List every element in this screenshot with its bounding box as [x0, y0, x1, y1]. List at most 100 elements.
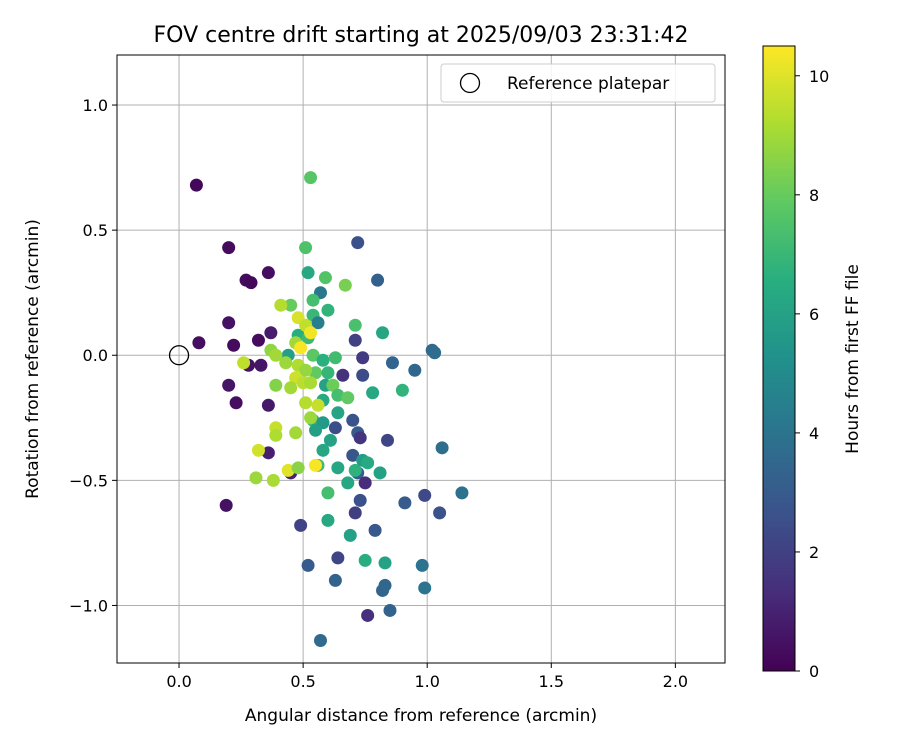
x-tick-label: 0.0	[166, 672, 191, 691]
scatter-point	[261, 266, 275, 280]
scatter-point	[366, 386, 380, 400]
scatter-point	[279, 356, 293, 370]
scatter-point	[346, 448, 360, 462]
scatter-point	[222, 316, 236, 330]
scatter-point	[304, 411, 318, 425]
scatter-point	[348, 463, 362, 477]
x-tick-label: 0.5	[290, 672, 315, 691]
scatter-point	[435, 441, 449, 455]
scatter-point	[321, 366, 335, 380]
y-axis-label: Rotation from reference (arcmin)	[23, 219, 43, 499]
scatter-point	[269, 348, 283, 362]
scatter-point	[343, 528, 357, 542]
scatter-point	[415, 558, 429, 572]
colorbar-tick-label: 2	[809, 543, 819, 562]
axes	[168, 345, 190, 366]
colorbar-tick-label: 10	[809, 67, 829, 86]
scatter-point	[306, 348, 320, 362]
scatter-point	[361, 608, 375, 622]
scatter-point	[378, 578, 392, 592]
scatter-point	[254, 358, 268, 372]
scatter-point	[321, 486, 335, 500]
x-axis-label: Angular distance from reference (arcmin)	[245, 706, 597, 726]
scatter-point	[455, 486, 469, 500]
scatter-point	[264, 326, 278, 340]
scatter-point	[418, 488, 432, 502]
scatter-point	[309, 423, 323, 437]
scatter-point	[428, 346, 442, 360]
scatter-point	[294, 341, 308, 355]
y-tick-label: 1.0	[83, 96, 108, 115]
scatter-point	[433, 506, 447, 520]
scatter-point	[328, 351, 342, 365]
scatter-point	[331, 551, 345, 565]
scatter-point	[371, 273, 385, 287]
legend-reference-marker-icon	[459, 72, 481, 94]
scatter-point	[376, 326, 390, 340]
grid	[117, 55, 725, 663]
scatter-point	[323, 433, 337, 447]
scatter-point	[251, 333, 265, 347]
scatter-point	[269, 428, 283, 442]
scatter-point	[299, 241, 313, 255]
scatter-point	[348, 318, 362, 332]
scatter-point	[289, 426, 303, 440]
colorbar-label: Hours from first FF file	[843, 264, 863, 454]
scatter-point	[266, 473, 280, 487]
scatter-point	[331, 406, 345, 420]
scatter-point	[368, 523, 382, 537]
scatter-point	[294, 518, 308, 532]
plot-frame	[116, 54, 726, 664]
scatter-point	[353, 431, 367, 445]
legend-box	[440, 63, 716, 103]
scatter-point	[249, 471, 263, 485]
scatter-point	[189, 178, 203, 192]
scatter-point	[301, 266, 315, 280]
scatter-point	[418, 581, 432, 595]
scatter-point	[408, 363, 422, 377]
colorbar-tick-label: 6	[809, 305, 819, 324]
scatter-point	[346, 413, 360, 427]
scatter-point	[373, 466, 387, 480]
scatter-point	[244, 276, 258, 290]
y-ticks: −1.0 −0.5 0.0 0.5 1.0	[69, 96, 117, 615]
scatter-point	[309, 366, 323, 380]
reference-platepar-marker	[168, 345, 190, 366]
scatter-point	[219, 498, 233, 512]
scatter-point	[361, 456, 375, 470]
scatter-point	[383, 603, 397, 617]
scatter-point	[304, 326, 318, 340]
y-tick-label: −1.0	[69, 596, 108, 615]
scatter-point	[358, 476, 372, 490]
legend: Reference platepar	[440, 63, 716, 103]
colorbar-ticks: 0 2 4 6 8 10	[795, 67, 829, 681]
legend-label: Reference platepar	[507, 74, 669, 94]
scatter-point	[316, 443, 330, 457]
y-tick-label: 0.0	[83, 346, 108, 365]
scatter-point	[309, 458, 323, 472]
x-tick-label: 1.5	[539, 672, 564, 691]
scatter-point	[251, 443, 265, 457]
scatter-point	[348, 506, 362, 520]
scatter-point	[341, 391, 355, 405]
scatter-point	[222, 241, 236, 255]
scatter-point	[237, 356, 251, 370]
scatter-point	[398, 496, 412, 510]
scatter-point	[395, 383, 409, 397]
scatter-point	[306, 293, 320, 307]
scatter-point	[331, 388, 345, 402]
scatter-point	[336, 368, 350, 382]
scatter-point	[328, 421, 342, 435]
scatter-point	[331, 461, 345, 475]
scatter-point	[326, 378, 340, 392]
scatter-points	[189, 171, 469, 647]
scatter-point	[284, 298, 298, 312]
scatter-point	[261, 446, 275, 460]
scatter-point	[356, 368, 370, 382]
scatter-point	[316, 353, 330, 367]
scatter-point	[351, 236, 365, 250]
scatter-point	[380, 433, 394, 447]
scatter-point	[311, 398, 325, 412]
scatter-point	[227, 338, 241, 352]
